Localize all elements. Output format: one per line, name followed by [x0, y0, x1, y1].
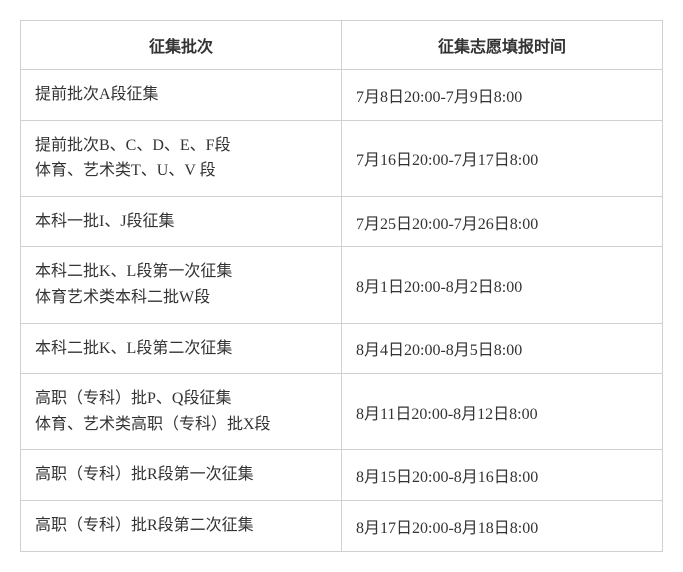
- batch-line: 本科一批I、J段征集: [35, 209, 327, 235]
- table-header-row: 征集批次 征集志愿填报时间: [21, 21, 663, 70]
- table-row: 提前批次A段征集 7月8日20:00-7月9日8:00: [21, 70, 663, 121]
- time-cell: 7月8日20:00-7月9日8:00: [342, 70, 663, 121]
- table-body: 提前批次A段征集 7月8日20:00-7月9日8:00 提前批次B、C、D、E、…: [21, 70, 663, 552]
- batch-line: 体育艺术类本科二批W段: [35, 285, 327, 311]
- batch-line: 提前批次B、C、D、E、F段: [35, 133, 327, 159]
- batch-line: 本科二批K、L段第一次征集: [35, 259, 327, 285]
- time-cell: 8月15日20:00-8月16日8:00: [342, 450, 663, 501]
- batch-cell: 高职（专科）批P、Q段征集 体育、艺术类高职（专科）批X段: [21, 374, 342, 450]
- table-row: 高职（专科）批R段第一次征集 8月15日20:00-8月16日8:00: [21, 450, 663, 501]
- batch-cell: 提前批次B、C、D、E、F段 体育、艺术类T、U、V 段: [21, 120, 342, 196]
- table-row: 提前批次B、C、D、E、F段 体育、艺术类T、U、V 段 7月16日20:00-…: [21, 120, 663, 196]
- time-cell: 8月1日20:00-8月2日8:00: [342, 247, 663, 323]
- schedule-table: 征集批次 征集志愿填报时间 提前批次A段征集 7月8日20:00-7月9日8:0…: [20, 20, 663, 552]
- table-row: 高职（专科）批P、Q段征集 体育、艺术类高职（专科）批X段 8月11日20:00…: [21, 374, 663, 450]
- batch-line: 高职（专科）批R段第二次征集: [35, 513, 327, 539]
- batch-cell: 本科二批K、L段第二次征集: [21, 323, 342, 374]
- time-cell: 8月4日20:00-8月5日8:00: [342, 323, 663, 374]
- table-row: 本科二批K、L段第一次征集 体育艺术类本科二批W段 8月1日20:00-8月2日…: [21, 247, 663, 323]
- table-row: 本科一批I、J段征集 7月25日20:00-7月26日8:00: [21, 196, 663, 247]
- table-row: 本科二批K、L段第二次征集 8月4日20:00-8月5日8:00: [21, 323, 663, 374]
- batch-line: 本科二批K、L段第二次征集: [35, 336, 327, 362]
- time-cell: 8月17日20:00-8月18日8:00: [342, 500, 663, 551]
- time-cell: 7月16日20:00-7月17日8:00: [342, 120, 663, 196]
- batch-cell: 提前批次A段征集: [21, 70, 342, 121]
- batch-cell: 高职（专科）批R段第一次征集: [21, 450, 342, 501]
- batch-line: 体育、艺术类高职（专科）批X段: [35, 412, 327, 438]
- header-batch: 征集批次: [21, 21, 342, 70]
- batch-cell: 本科一批I、J段征集: [21, 196, 342, 247]
- table-row: 高职（专科）批R段第二次征集 8月17日20:00-8月18日8:00: [21, 500, 663, 551]
- batch-line: 体育、艺术类T、U、V 段: [35, 158, 327, 184]
- time-cell: 7月25日20:00-7月26日8:00: [342, 196, 663, 247]
- batch-line: 高职（专科）批R段第一次征集: [35, 462, 327, 488]
- time-cell: 8月11日20:00-8月12日8:00: [342, 374, 663, 450]
- header-time: 征集志愿填报时间: [342, 21, 663, 70]
- batch-line: 提前批次A段征集: [35, 82, 327, 108]
- batch-cell: 本科二批K、L段第一次征集 体育艺术类本科二批W段: [21, 247, 342, 323]
- batch-cell: 高职（专科）批R段第二次征集: [21, 500, 342, 551]
- batch-line: 高职（专科）批P、Q段征集: [35, 386, 327, 412]
